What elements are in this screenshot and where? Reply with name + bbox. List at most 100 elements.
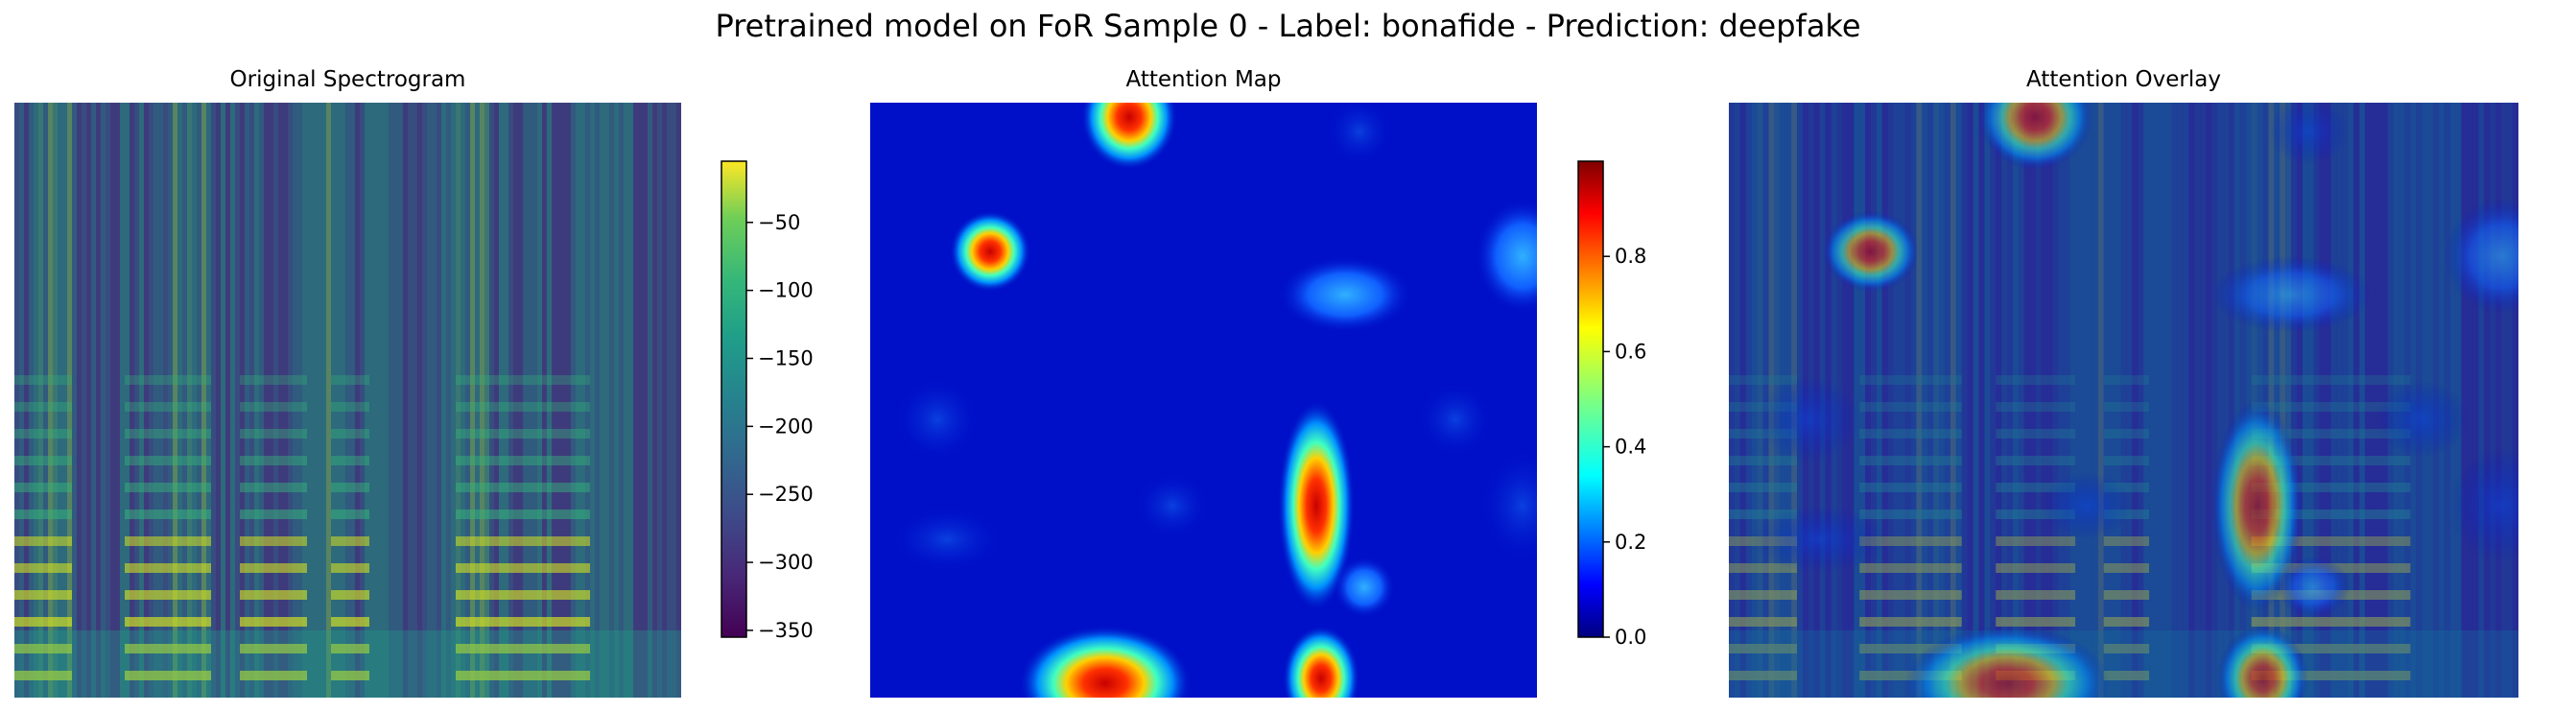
attention-blob bbox=[1757, 376, 1860, 463]
spectrogram-column bbox=[216, 103, 221, 698]
attention-blob bbox=[1904, 626, 2110, 698]
spectrogram-harmonic bbox=[14, 671, 72, 680]
spectrogram-harmonic bbox=[456, 483, 590, 492]
colorbar-spectrogram-tick-label: −250 bbox=[758, 483, 814, 506]
spectrogram-harmonic bbox=[240, 402, 307, 412]
spectrogram-column bbox=[2075, 103, 2082, 698]
spectrogram-harmonic bbox=[456, 644, 590, 653]
spectrogram-column bbox=[2228, 103, 2234, 698]
spectrogram-column bbox=[307, 103, 312, 698]
spectrogram-column bbox=[365, 103, 369, 698]
spectrogram-harmonic bbox=[1996, 483, 2076, 492]
spectrogram-column bbox=[518, 103, 523, 698]
spectrogram-harmonic bbox=[14, 510, 72, 519]
attention-blob bbox=[1334, 557, 1395, 618]
spectrogram-column bbox=[72, 103, 77, 698]
spectrogram-harmonic bbox=[240, 429, 307, 439]
spectrogram-column bbox=[2132, 103, 2139, 698]
spectrogram-harmonic bbox=[240, 536, 307, 546]
spectrogram-column bbox=[192, 103, 197, 698]
attention-blobs bbox=[889, 103, 1537, 698]
spectrogram-column bbox=[600, 103, 604, 698]
spectrogram-harmonic bbox=[2103, 456, 2150, 465]
spectrogram-column bbox=[2046, 103, 2053, 698]
spectrogram-column bbox=[643, 103, 648, 698]
spectrogram-column bbox=[2501, 103, 2508, 698]
spectrogram-harmonic bbox=[125, 644, 211, 653]
spectrogram-column bbox=[115, 103, 120, 698]
spectrogram-harmonic bbox=[125, 402, 211, 412]
spectrogram-column bbox=[556, 103, 561, 698]
spectrogram-column bbox=[2001, 103, 2008, 698]
spectrogram-column bbox=[1739, 103, 1746, 698]
spectrogram-harmonic bbox=[2103, 483, 2150, 492]
spectrogram-column bbox=[158, 103, 163, 698]
spectrogram-harmonic bbox=[14, 563, 72, 573]
attention-blob bbox=[1417, 381, 1494, 458]
spectrogram-column bbox=[211, 103, 216, 698]
spectrogram-column bbox=[120, 103, 125, 698]
spectrogram-column bbox=[225, 103, 230, 698]
spectrogram-column bbox=[499, 103, 504, 698]
spectrogram-column bbox=[2280, 103, 2286, 698]
spectrogram-column bbox=[379, 103, 384, 698]
attention-blob bbox=[1978, 103, 2092, 170]
spectrogram-column bbox=[2495, 103, 2502, 698]
spectrogram-column bbox=[489, 103, 494, 698]
spectrogram-column bbox=[652, 103, 657, 698]
spectrogram-column bbox=[2342, 103, 2349, 698]
spectrogram-harmonic bbox=[2251, 644, 2411, 653]
spectrogram-column bbox=[2313, 103, 2320, 698]
spectrogram-column bbox=[413, 103, 417, 698]
spectrogram-column bbox=[465, 103, 470, 698]
spectrogram-harmonic bbox=[240, 510, 307, 519]
spectrogram-column bbox=[2490, 103, 2496, 698]
attention-blob bbox=[1326, 103, 1393, 165]
spectrogram-harmonic bbox=[456, 536, 590, 546]
spectrogram-column bbox=[393, 103, 398, 698]
spectrogram-column bbox=[2467, 103, 2473, 698]
spectrogram-harmonic bbox=[331, 483, 369, 492]
spectrogram-column bbox=[2177, 103, 2184, 698]
colorbar-spectrogram-tick-label: −350 bbox=[758, 619, 814, 642]
spectrogram-column bbox=[345, 103, 350, 698]
spectrogram-harmonic bbox=[331, 617, 369, 627]
spectrogram-column bbox=[494, 103, 499, 698]
spectrogram-column bbox=[561, 103, 566, 698]
spectrogram-harmonic bbox=[1729, 671, 1798, 680]
attention-blob bbox=[2444, 199, 2518, 314]
spectrogram-harmonic bbox=[1996, 563, 2076, 573]
spectrogram-harmonic bbox=[240, 590, 307, 600]
spectrogram-harmonic bbox=[2251, 402, 2411, 412]
spectrogram-column bbox=[480, 103, 484, 698]
spectrogram-column bbox=[1978, 103, 1985, 698]
spectrogram-column bbox=[221, 103, 225, 698]
spectrogram-column bbox=[230, 103, 235, 698]
spectrogram-harmonic bbox=[125, 510, 211, 519]
spectrogram-column bbox=[1871, 103, 1877, 698]
spectrogram-harmonic bbox=[240, 671, 307, 680]
spectrogram-harmonic bbox=[331, 456, 369, 465]
spectrogram-harmonic bbox=[1729, 590, 1798, 600]
spectrogram-harmonic bbox=[14, 644, 72, 653]
spectrogram-column bbox=[2370, 103, 2376, 698]
spectrogram-column bbox=[1854, 103, 1860, 698]
spectrogram-harmonic bbox=[2251, 429, 2411, 439]
colorbar-spectrogram: −50 −100 −150 −200 −250 −300 −350 bbox=[721, 160, 814, 642]
spectrogram-column bbox=[446, 103, 451, 698]
spectrogram-column bbox=[283, 103, 288, 698]
spectrogram-column bbox=[2245, 103, 2252, 698]
spectrogram-harmonic bbox=[1859, 536, 1962, 546]
spectrogram-harmonic bbox=[456, 590, 590, 600]
spectrogram-column bbox=[398, 103, 403, 698]
spectrogram-column bbox=[2035, 103, 2042, 698]
attention-blob bbox=[1479, 448, 1537, 563]
attention-blob bbox=[2268, 103, 2349, 165]
spectrogram-column bbox=[614, 103, 619, 698]
spectrogram-harmonic bbox=[1729, 375, 1798, 385]
spectrogram-column bbox=[331, 103, 336, 698]
spectrogram-column bbox=[475, 103, 480, 698]
spectrogram-harmonic bbox=[240, 644, 307, 653]
spectrogram-harmonic bbox=[240, 563, 307, 573]
spectrogram-column bbox=[2109, 103, 2115, 698]
